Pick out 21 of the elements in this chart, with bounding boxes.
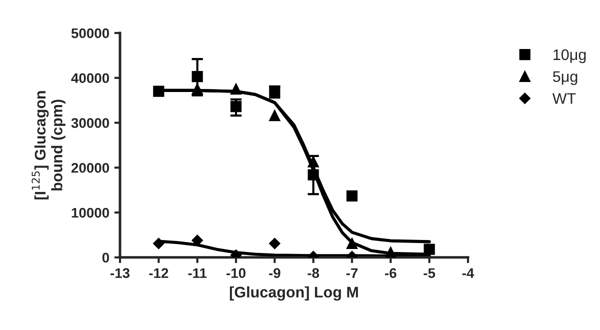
legend-label: 10μg (554, 49, 586, 64)
legend-label: WT (552, 93, 576, 104)
x-tick-label: -6 (385, 268, 396, 278)
x-tick-label: -4 (462, 268, 474, 278)
y-tick-label: 30000 (71, 118, 110, 128)
x-tick-label: -11 (188, 268, 207, 278)
y-tick-label: 40000 (71, 73, 110, 84)
x-tick-label: -13 (110, 268, 130, 278)
x-axis-title: [Glucagon] Log M (230, 286, 358, 301)
y-tick-label: 50000 (71, 28, 110, 38)
y-tick-label: 20000 (71, 162, 110, 173)
y-tick-label: 10000 (72, 208, 110, 218)
x-tick-label: -7 (346, 268, 358, 278)
x-tick-label: -9 (269, 268, 280, 278)
y-axis-title: [I$^{125}$] Glucagon bound (cpm) (32, 91, 66, 200)
y-tick-label: 0 (102, 252, 110, 263)
legend-label: 5μg (552, 71, 578, 85)
x-tick-label: -10 (226, 268, 246, 278)
x-tick-label: -5 (424, 268, 436, 278)
x-tick-label: -12 (149, 268, 168, 278)
x-tick-label: -8 (308, 268, 320, 278)
